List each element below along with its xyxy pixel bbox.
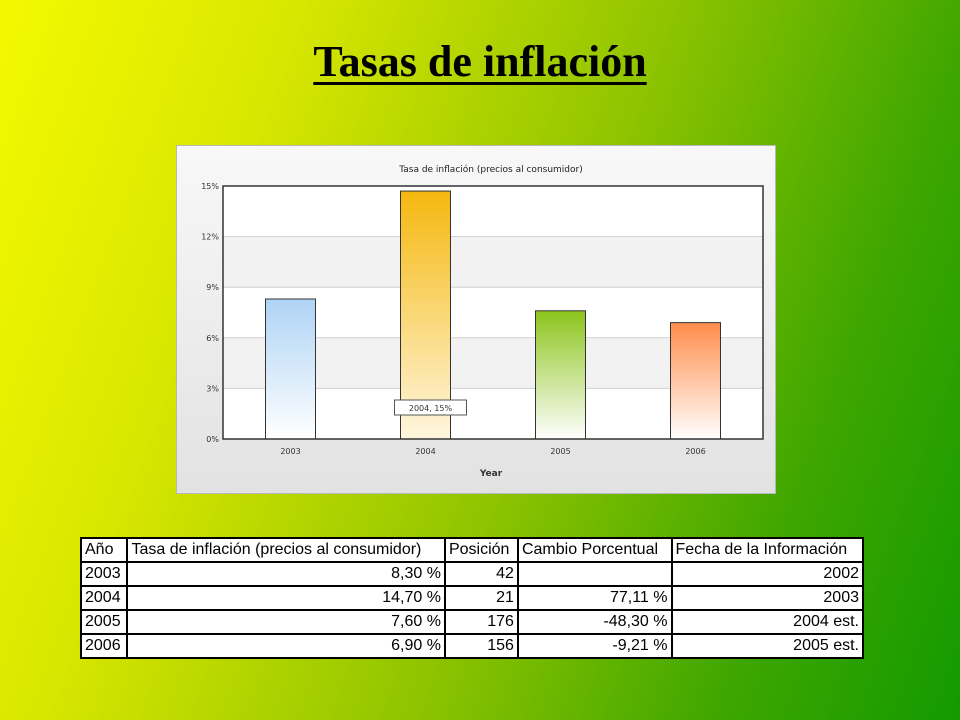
x-tick-label: 2004 [415,447,435,456]
cell-info-date: 2003 [670,585,864,611]
bar-2005[interactable] [535,310,586,440]
table-row: 2006 6,90 % 156 -9,21 % 2005 est. [79,633,864,659]
cell-info-date: 2004 est. [670,609,864,635]
cell-position: 42 [443,561,519,587]
cell-info-date: 2002 [670,561,864,587]
header-info-date: Fecha de la Información [670,537,864,563]
cell-year: 2005 [79,609,129,635]
tooltip-box [394,399,467,416]
cell-info-date: 2005 est. [670,633,864,659]
cell-percent-change [516,561,673,587]
plot-frame [222,185,764,440]
cell-percent-change: -9,21 % [516,633,673,659]
cell-inflation-rate: 8,30 % [126,561,446,587]
plot-band [223,236,763,288]
cell-inflation-rate: 6,90 % [126,633,446,659]
y-tick-label: 3% [206,384,219,393]
table-row: 2004 14,70 % 21 77,11 % 2003 [79,585,864,611]
x-axis-label: Year [479,469,503,479]
y-tick-label: 6% [206,334,219,343]
cell-position: 176 [443,609,519,635]
header-year: Año [79,537,129,563]
cell-position: 21 [443,585,519,611]
y-tick-label: 0% [206,435,219,444]
x-tick-label: 2005 [550,447,570,456]
y-tick-label: 9% [206,283,219,292]
header-position: Posición [443,537,519,563]
y-tick-label: 12% [201,233,219,242]
cell-percent-change: 77,11 % [516,585,673,611]
slide-title: Tasas de inflación [313,37,647,86]
cell-year: 2006 [79,633,129,659]
header-inflation-rate: Tasa de inflación (precios al consumidor… [126,537,446,563]
cell-year: 2004 [79,585,129,611]
table-row: 2005 7,60 % 176 -48,30 % 2004 est. [79,609,864,635]
header-percent-change: Cambio Porcentual [516,537,673,563]
x-tick-label: 2006 [685,447,705,456]
x-tick-label: 2003 [280,447,300,456]
cell-position: 156 [443,633,519,659]
cell-inflation-rate: 14,70 % [126,585,446,611]
table-header-row: Año Tasa de inflación (precios al consum… [79,537,864,563]
bar-chart: Tasa de inflación (precios al consumidor… [201,164,764,479]
cell-percent-change: -48,30 % [516,609,673,635]
table-row: 2003 8,30 % 42 2002 [79,561,864,587]
bar-2004[interactable] [400,190,451,440]
cell-year: 2003 [79,561,129,587]
bar-2003[interactable] [265,298,316,440]
y-tick-label: 15% [201,182,219,191]
cell-inflation-rate: 7,60 % [126,609,446,635]
chart-panel: Tasa de inflación (precios al consumidor… [176,145,776,494]
inflation-table: Año Tasa de inflación (precios al consum… [79,537,864,659]
tooltip-text: 2004, 15% [409,404,453,413]
bar-2006[interactable] [670,322,721,440]
chart-title: Tasa de inflación (precios al consumidor… [398,164,583,175]
